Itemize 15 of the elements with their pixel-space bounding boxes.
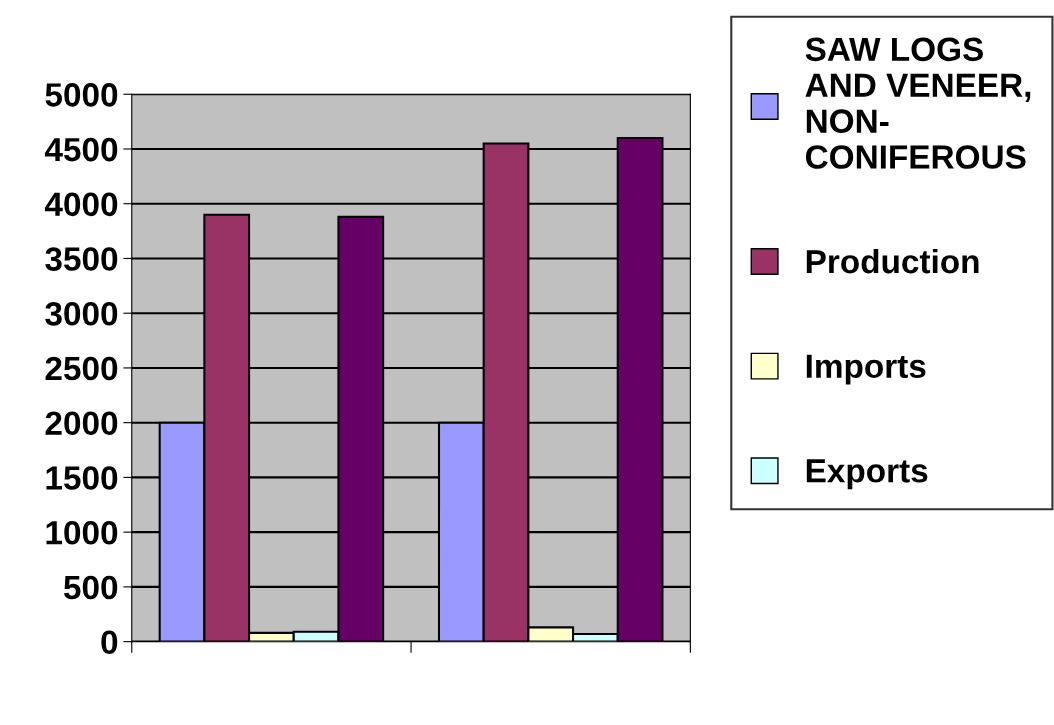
y-tick-label: 1000 <box>46 520 118 545</box>
y-tick-label: 3500 <box>45 247 118 271</box>
y-tick-label: 5000 <box>45 83 118 107</box>
y-tick-label: 3000 <box>45 302 118 326</box>
y-tick-label: 2000 <box>45 411 118 436</box>
legend-label: SAW LOGS AND VENEER, NON-CONIFEROUS <box>805 37 1031 169</box>
legend-label: Exports <box>806 459 928 490</box>
y-tick-label: 4500 <box>44 137 118 162</box>
legend-label: Imports <box>806 354 926 385</box>
y-tick-label: 2500 <box>45 356 118 381</box>
y-tick-label: 4000 <box>44 192 118 217</box>
y-tick-label: 500 <box>63 575 118 600</box>
legend-label: Production <box>806 248 979 274</box>
y-tick-label: 0 <box>101 630 118 655</box>
y-tick-label: 1500 <box>46 466 118 490</box>
